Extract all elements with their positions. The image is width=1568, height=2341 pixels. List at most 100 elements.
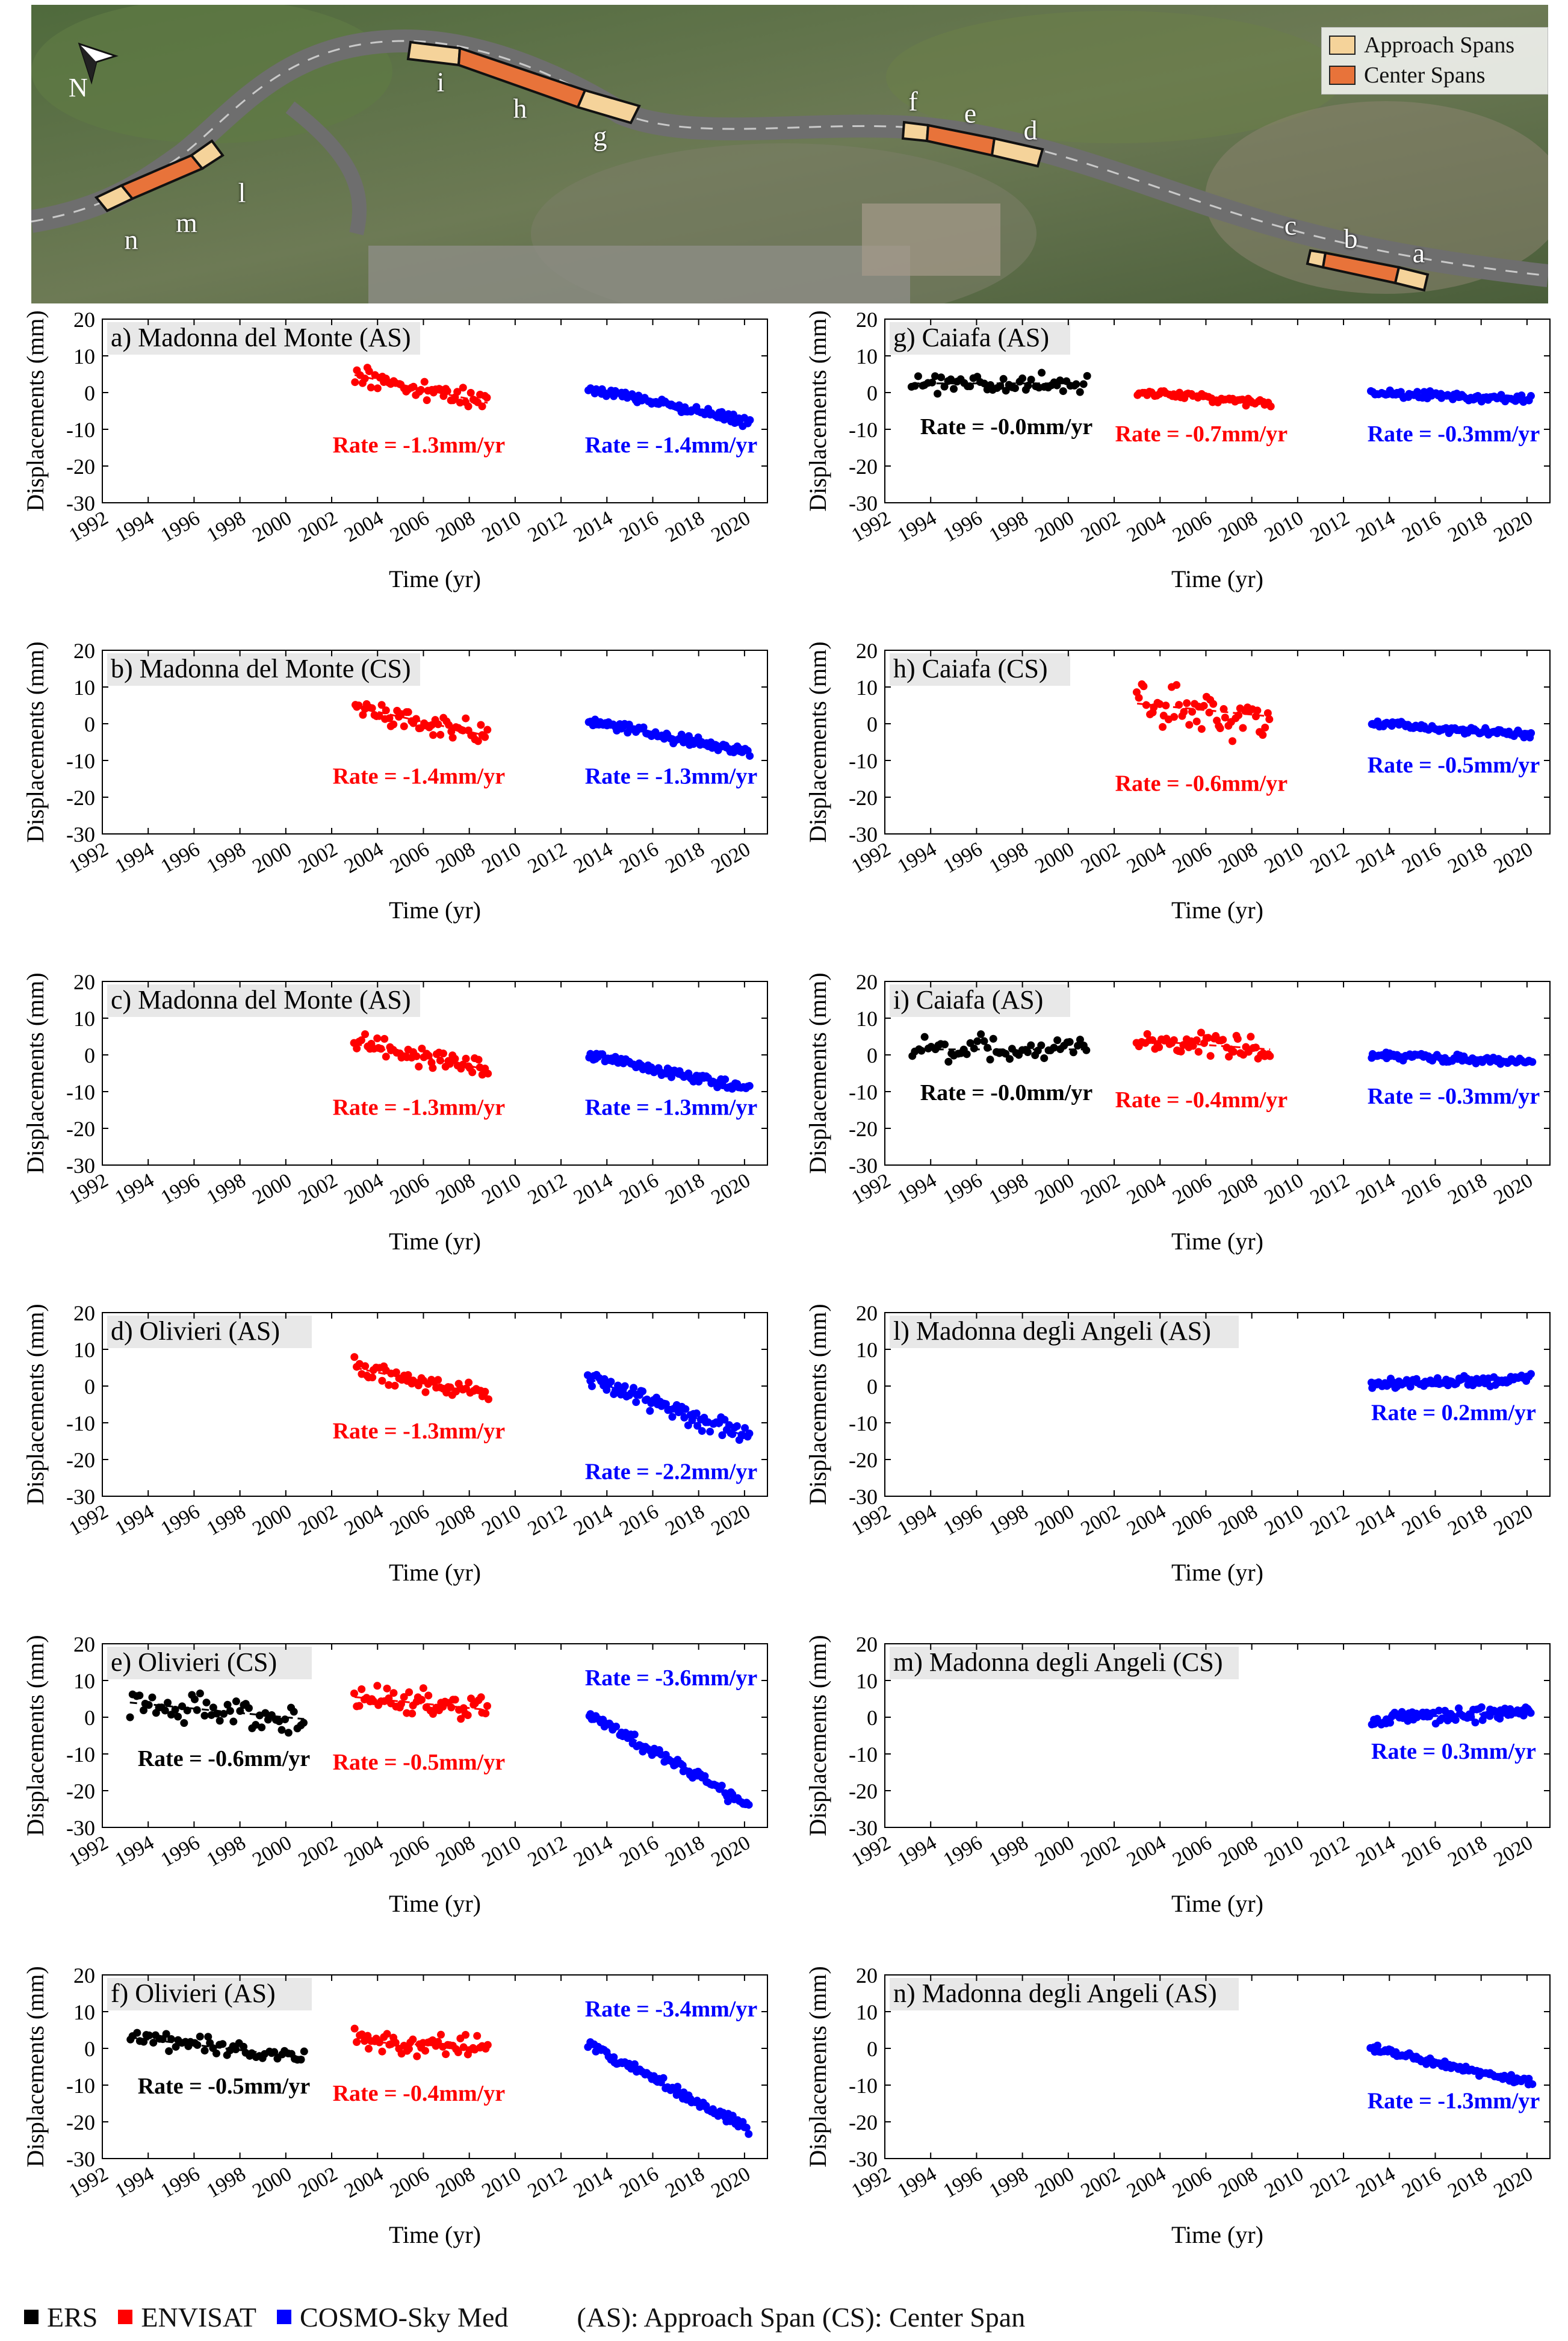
data-point [1528, 2080, 1537, 2088]
data-point [258, 1723, 266, 1732]
data-point [442, 2050, 450, 2059]
y-tick-label: 0 [867, 381, 878, 405]
data-point [353, 2038, 361, 2046]
y-tick-label: 0 [84, 1706, 95, 1730]
data-point [680, 1413, 689, 1422]
data-point [1266, 1052, 1274, 1060]
data-point [1139, 682, 1148, 691]
legend-ers: ERS [24, 2301, 98, 2333]
y-axis-label: Displacements (mm) [804, 641, 831, 842]
span-label-c: c [1284, 210, 1297, 241]
x-tick-label: 1998 [985, 1169, 1032, 1209]
x-tick-label: 2000 [249, 2163, 295, 2203]
data-point [378, 1376, 386, 1385]
x-tick-label: 2002 [295, 1500, 341, 1540]
data-point [1159, 723, 1167, 731]
data-point [478, 402, 486, 411]
legend-cosmo-label: COSMO-Sky Med [300, 2301, 509, 2333]
panel-title: e) Olivieri (CS) [111, 1647, 277, 1677]
data-point [1197, 1028, 1205, 1037]
data-point [434, 2038, 442, 2046]
x-tick-label: 2012 [1307, 1832, 1353, 1871]
data-point [966, 382, 975, 390]
series-ers: Rate = -0.0mm/yr [908, 1030, 1092, 1105]
data-point [133, 2029, 141, 2037]
legend-ers-label: ERS [47, 2301, 98, 2333]
x-tick-label: 2016 [1398, 838, 1445, 878]
data-point [417, 386, 425, 394]
data-point [741, 1424, 749, 1432]
x-axis-label: Time (yr) [1171, 1890, 1263, 1917]
data-point [300, 2047, 308, 2056]
plot-panel-d: d) Olivieri (AS) 20 10 0 -10 -20 -30 1992 1994 19… [0, 1298, 776, 1629]
data-point [1206, 1052, 1215, 1060]
x-tick-label: 2010 [478, 1169, 524, 1209]
trend-line [588, 2044, 750, 2130]
axes-frame [102, 1974, 768, 2159]
data-point [1259, 731, 1267, 739]
data-point [980, 1037, 988, 1045]
x-tick-label: 2004 [341, 1500, 387, 1540]
x-tick-label: 2002 [1077, 2163, 1124, 2203]
x-tick-label: 1996 [157, 1169, 203, 1209]
data-point [383, 1684, 391, 1693]
data-point [414, 1381, 423, 1390]
x-tick-label: 2008 [432, 1500, 479, 1540]
data-point [454, 2048, 462, 2057]
data-point [1261, 723, 1269, 732]
x-tick-label: 2012 [1307, 1169, 1353, 1209]
rate-label: Rate = -0.5mm/yr [1368, 753, 1540, 778]
data-point [145, 2031, 153, 2039]
x-axis-label: Time (yr) [1171, 1228, 1263, 1255]
rate-label: Rate = -0.5mm/yr [333, 1750, 506, 1775]
data-point [468, 1068, 477, 1077]
y-tick-label: -30 [849, 1485, 878, 1509]
data-point [408, 1709, 417, 1718]
y-tick-label: 10 [856, 2000, 878, 2024]
y-tick-label: 0 [84, 2037, 95, 2061]
y-tick-label: -30 [849, 1816, 878, 1840]
data-point [174, 1712, 182, 1721]
x-tick-label: 2006 [1169, 1832, 1215, 1871]
data-point [355, 1702, 364, 1710]
series-cosmo-sky-med: Rate = -3.6mm/yr [585, 1665, 757, 1809]
data-point [200, 1711, 209, 1720]
y-tick-label: -20 [849, 455, 878, 479]
title-background [107, 1647, 312, 1679]
data-point [392, 1368, 400, 1376]
x-tick-label: 2006 [386, 1500, 433, 1540]
x-tick-label: 2002 [295, 838, 341, 878]
data-point [353, 1044, 361, 1052]
series-envisat: Rate = -1.3mm/yr [333, 1353, 505, 1444]
span-label-e: e [964, 98, 977, 129]
data-point [706, 1428, 714, 1436]
x-tick-label: 2008 [432, 1832, 479, 1871]
x-tick-label: 2018 [662, 838, 708, 878]
plot-svg-a: a) Madonna del Monte (AS)20100-10-20-301… [22, 308, 768, 592]
rate-label: Rate = -0.6mm/yr [1115, 771, 1288, 797]
data-point [190, 1695, 199, 1703]
x-tick-label: 2020 [708, 2163, 754, 2203]
y-axis-label: Displacements (mm) [22, 1635, 49, 1836]
legend-envisat-label: ENVISAT [141, 2301, 257, 2333]
x-tick-label: 1994 [111, 1832, 158, 1871]
span-label-l: l [238, 177, 246, 208]
x-tick-label: 1994 [894, 1169, 940, 1209]
x-tick-label: 1998 [985, 2163, 1032, 2203]
x-tick-label: 2000 [249, 1169, 295, 1209]
data-point [383, 2030, 391, 2038]
data-point [367, 384, 375, 392]
x-tick-label: 2012 [524, 1832, 571, 1871]
x-tick-label: 2018 [662, 507, 708, 547]
legend-span-abbrev: (AS): Approach Span (CS): Center Span [577, 2301, 1026, 2333]
y-tick-label: 10 [73, 1669, 95, 1693]
x-tick-label: 2014 [570, 1832, 616, 1871]
panel-title: a) Madonna del Monte (AS) [111, 323, 411, 352]
data-point [1185, 721, 1194, 729]
data-point [1173, 681, 1181, 689]
data-point [172, 2042, 180, 2051]
data-point [204, 2033, 212, 2041]
data-point [587, 1382, 596, 1390]
axes-frame [884, 1312, 1551, 1497]
y-tick-label: -10 [66, 1411, 95, 1435]
